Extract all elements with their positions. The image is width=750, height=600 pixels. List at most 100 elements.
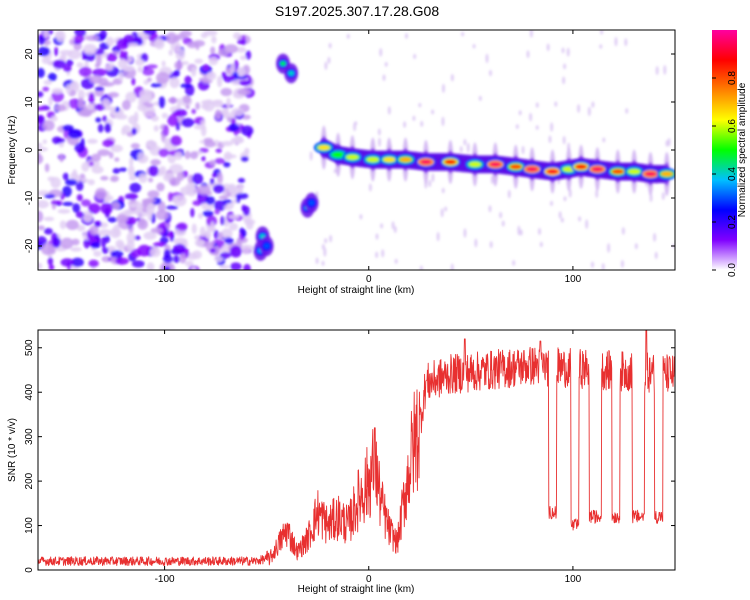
speckle	[441, 116, 445, 127]
snr-x-tick-label: -100	[155, 574, 175, 585]
speckle	[324, 238, 328, 244]
colorbar-tick-label: 0.2	[727, 215, 738, 229]
noise-blob	[118, 71, 124, 82]
noise-blob	[94, 187, 107, 200]
noise-blob	[87, 179, 95, 186]
noise-blob	[181, 117, 195, 128]
noise-blob	[158, 96, 166, 109]
spectrogram-y-label: Frequency (Hz)	[7, 116, 18, 185]
noise-blob	[194, 58, 204, 64]
noise-blob	[88, 259, 99, 268]
speckle	[566, 47, 570, 57]
noise-blob	[57, 208, 71, 214]
noise-blob	[154, 38, 165, 50]
noise-blob	[38, 210, 44, 223]
noise-blob	[129, 182, 142, 193]
snr-series-line	[38, 330, 675, 566]
noise-blob	[213, 200, 227, 211]
ridge-peak	[366, 157, 379, 163]
speckle	[558, 211, 562, 219]
noise-blob	[38, 114, 45, 126]
speckle	[323, 247, 327, 257]
noise-blob	[106, 52, 118, 62]
speckle	[590, 261, 594, 268]
speckle	[539, 241, 543, 248]
noise-blob	[161, 60, 166, 67]
speckle	[489, 241, 493, 249]
noise-blob	[129, 202, 139, 208]
speckle	[653, 232, 657, 242]
noise-blob	[95, 117, 102, 123]
noise-blob	[131, 260, 145, 268]
noise-blob	[191, 108, 197, 115]
noise-blob	[117, 58, 128, 69]
noise-blob	[195, 42, 200, 51]
noise-blob	[65, 179, 78, 186]
noise-blob	[226, 97, 231, 109]
speckle	[535, 102, 539, 108]
noise-blob	[137, 152, 145, 163]
noise-blob	[82, 210, 93, 223]
noise-blob	[176, 98, 182, 110]
speckle	[661, 192, 665, 201]
colorbar-tick-label: 0.8	[727, 71, 738, 85]
noise-blob	[201, 103, 210, 110]
noise-blob	[60, 237, 74, 250]
noise-blob	[246, 220, 254, 230]
noise-blob	[161, 112, 169, 119]
speckle	[328, 42, 332, 49]
noise-blob	[150, 115, 159, 122]
noise-blob	[43, 80, 52, 85]
spectrogram-y-tick-label: -10	[24, 190, 35, 205]
noise-blob	[143, 30, 157, 36]
noise-blob	[182, 95, 191, 104]
noise-blob	[38, 225, 45, 231]
noise-blob	[65, 219, 79, 230]
noise-blob	[172, 255, 181, 263]
noise-blob	[146, 203, 155, 216]
noise-blob	[70, 247, 82, 252]
noise-blob	[202, 63, 210, 72]
noise-blob	[200, 32, 208, 39]
noise-blob	[223, 161, 231, 168]
noise-blob	[95, 69, 108, 74]
snr-y-tick-label: 400	[24, 383, 35, 400]
noise-blob	[237, 88, 251, 96]
noise-blob	[221, 140, 234, 147]
speckle	[614, 36, 618, 47]
noise-blob	[108, 151, 114, 159]
speckle	[654, 251, 658, 260]
colorbar-tick-label: 0.6	[727, 119, 738, 133]
noise-blob	[229, 245, 242, 258]
noise-blob	[48, 264, 55, 270]
snr-y-tick-label: 200	[24, 472, 35, 489]
noise-blob	[163, 266, 171, 270]
noise-blob	[63, 65, 72, 72]
noise-blob	[38, 262, 43, 269]
noise-blob	[71, 238, 80, 246]
noise-blob	[212, 100, 224, 108]
noise-blob	[189, 151, 199, 160]
noise-blob	[210, 46, 216, 55]
noise-blob	[123, 50, 128, 62]
noise-blob	[208, 56, 219, 66]
noise-blob	[119, 50, 125, 61]
noise-blob	[102, 139, 115, 148]
noise-blob	[98, 229, 112, 236]
speckle	[384, 62, 388, 67]
noise-blob	[60, 258, 74, 267]
noise-blob	[213, 229, 219, 240]
noise-blob	[167, 192, 173, 202]
noise-blob	[77, 97, 85, 109]
noise-blob	[83, 43, 97, 55]
speckle	[607, 243, 611, 253]
noise-blob	[125, 91, 137, 103]
noise-blob	[129, 175, 137, 181]
speckle	[621, 227, 625, 235]
speckle	[327, 56, 331, 64]
noise-blob	[174, 60, 184, 70]
noise-blob	[147, 77, 152, 83]
speckle	[563, 196, 567, 202]
noise-blob	[72, 203, 81, 213]
speckle	[515, 124, 519, 129]
